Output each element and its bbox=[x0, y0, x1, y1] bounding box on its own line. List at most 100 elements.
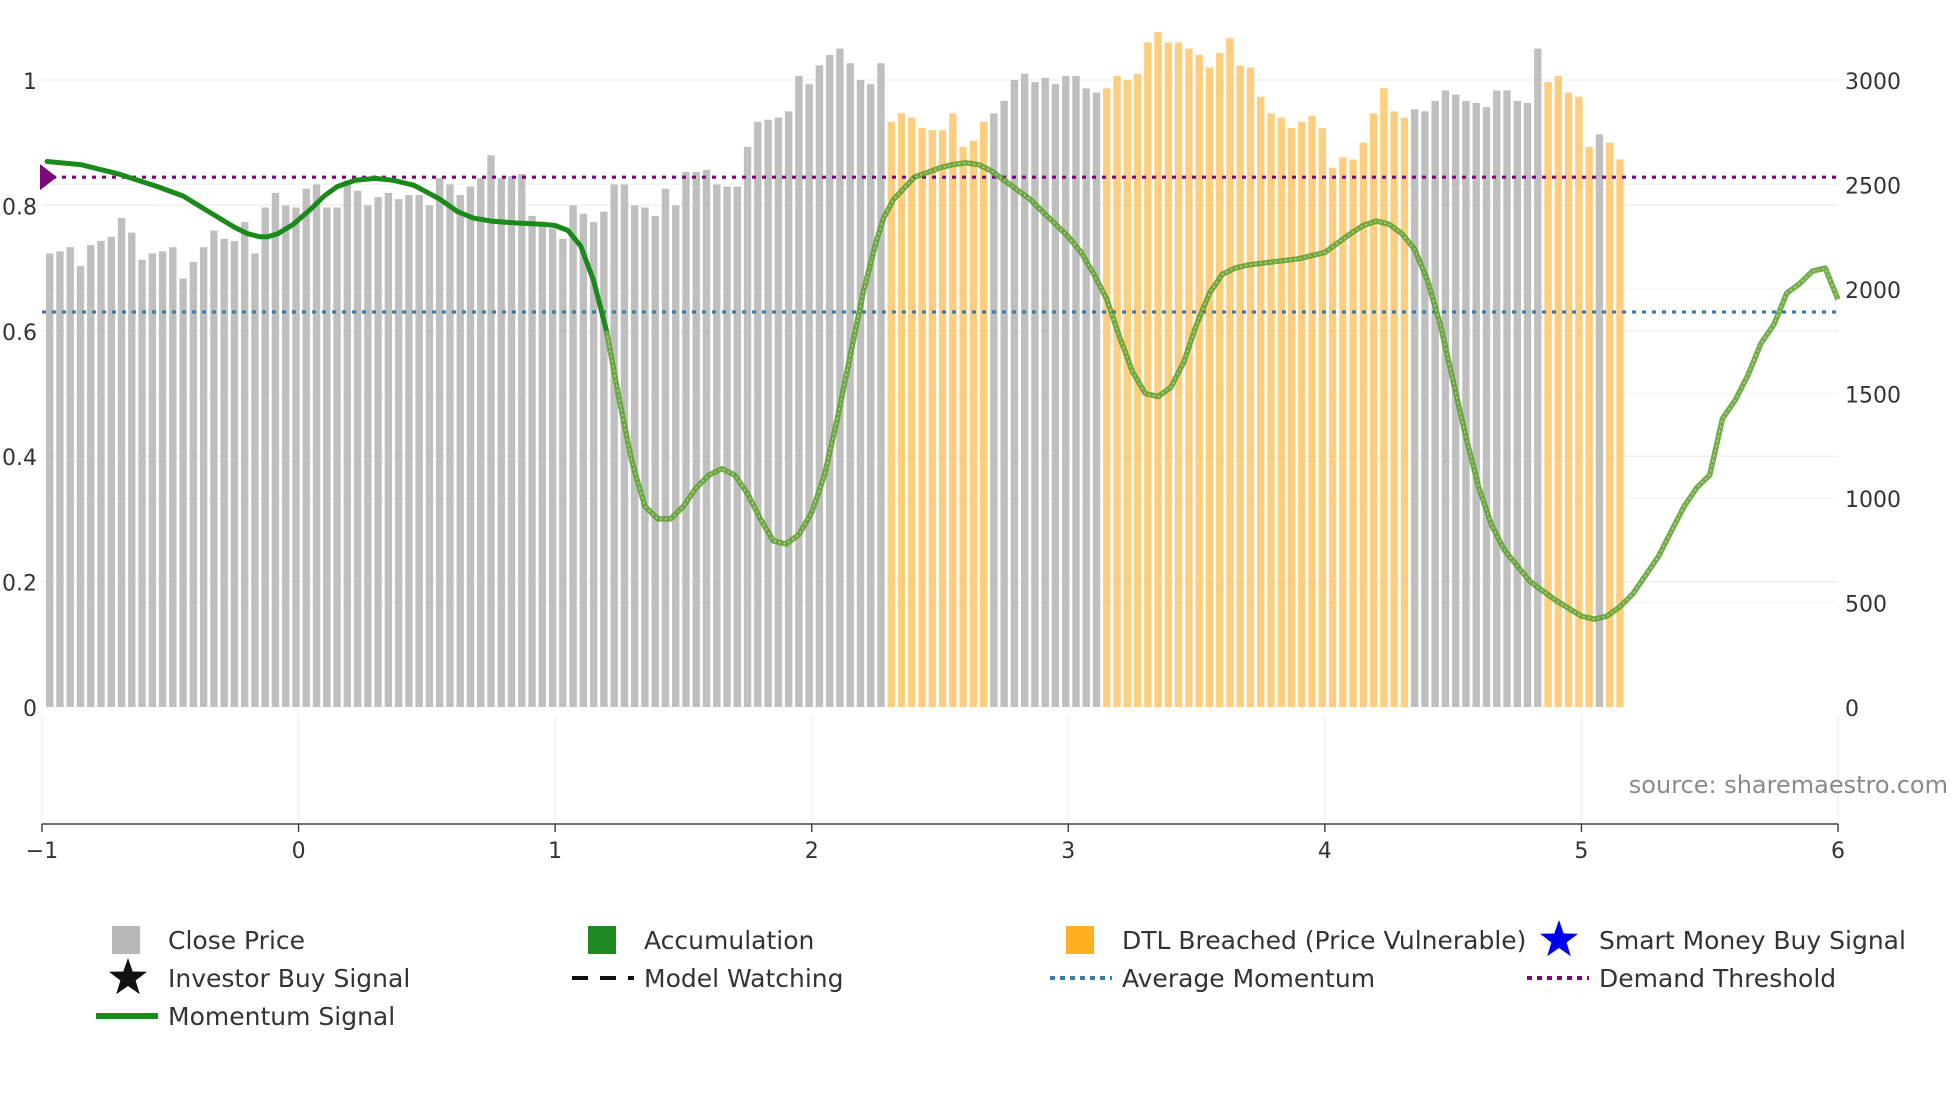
price-bar bbox=[620, 184, 629, 707]
price-bar bbox=[764, 119, 772, 707]
left-tick-label: 0.6 bbox=[2, 321, 37, 346]
price-bar-dtl-breached bbox=[1318, 128, 1326, 707]
price-bar bbox=[261, 207, 269, 708]
price-bar bbox=[1534, 48, 1542, 707]
price-bar bbox=[1482, 107, 1491, 708]
price-bar bbox=[405, 194, 413, 707]
price-bar bbox=[867, 84, 875, 708]
price-bar bbox=[292, 207, 300, 708]
price-bar bbox=[333, 207, 341, 708]
price-bar bbox=[589, 222, 598, 707]
price-bar bbox=[661, 188, 670, 707]
price-bar bbox=[364, 205, 372, 707]
left-tick-label: 0.8 bbox=[2, 195, 37, 220]
price-bar bbox=[446, 184, 454, 707]
price-bar-dtl-breached bbox=[1267, 113, 1275, 707]
price-bar bbox=[148, 253, 157, 707]
price-bar-dtl-breached bbox=[1554, 75, 1563, 707]
price-bar bbox=[1513, 100, 1521, 707]
price-bar bbox=[107, 236, 115, 707]
right-tick-label: 1000 bbox=[1845, 488, 1901, 513]
price-bar bbox=[1072, 75, 1080, 707]
price-bar-dtl-breached bbox=[1195, 54, 1203, 708]
price-bar-dtl-breached bbox=[887, 121, 895, 708]
price-bar bbox=[353, 190, 362, 707]
price-bar bbox=[610, 184, 618, 707]
price-bar bbox=[1523, 102, 1532, 708]
price-bar-dtl-breached bbox=[1123, 80, 1131, 707]
right-tick-label: 2500 bbox=[1845, 175, 1901, 200]
right-tick-label: 1500 bbox=[1845, 384, 1901, 409]
price-bar bbox=[1503, 90, 1511, 707]
price-bar-dtl-breached bbox=[949, 113, 957, 707]
price-bar bbox=[435, 178, 444, 708]
price-bar bbox=[87, 245, 95, 708]
price-bar bbox=[856, 80, 865, 707]
price-bar bbox=[220, 238, 228, 707]
reference-lines bbox=[40, 164, 1838, 314]
price-bar bbox=[600, 211, 608, 708]
price-bar-dtl-breached bbox=[1164, 42, 1173, 707]
left-tick-label: 0.4 bbox=[2, 446, 37, 471]
price-bar bbox=[97, 240, 105, 707]
price-bar bbox=[169, 247, 177, 707]
x-tick-label: 5 bbox=[1574, 839, 1588, 864]
price-bar-dtl-breached bbox=[897, 113, 906, 707]
legend-momentum-signal-label: Momentum Signal bbox=[168, 1002, 395, 1031]
price-bar bbox=[1031, 82, 1039, 708]
momentum-signal-line bbox=[44, 159, 609, 334]
x-tick-label: 2 bbox=[805, 839, 819, 864]
price-bar bbox=[456, 194, 464, 707]
legend-average-momentum-label: Average Momentum bbox=[1122, 964, 1375, 993]
price-bar bbox=[538, 226, 547, 708]
price-bar bbox=[579, 213, 588, 707]
price-bar bbox=[1472, 102, 1480, 708]
price-bar bbox=[1010, 80, 1019, 707]
price-bar bbox=[415, 194, 423, 707]
price-bar-dtl-breached bbox=[1113, 75, 1121, 707]
price-bar bbox=[394, 199, 403, 707]
price-bar bbox=[1493, 90, 1501, 707]
right-tick-label: 2000 bbox=[1845, 279, 1901, 304]
legend-investor-buy-signal-label: Investor Buy Signal bbox=[168, 964, 410, 993]
price-bar-dtl-breached bbox=[1154, 31, 1162, 708]
price-bar-dtl-breached bbox=[1185, 48, 1193, 707]
price-bar bbox=[651, 215, 659, 707]
price-bar bbox=[1082, 88, 1090, 708]
price-bar-dtl-breached bbox=[1144, 42, 1152, 707]
legend-close-price-swatch bbox=[112, 926, 140, 954]
price-bar bbox=[1421, 111, 1429, 708]
price-bar bbox=[743, 146, 752, 707]
price-bar bbox=[497, 178, 505, 708]
x-tick-label: 1 bbox=[548, 839, 562, 864]
price-bar bbox=[836, 48, 844, 707]
axis-layer: −1 0 1 2 3 4 5 6 0 0.2 0.4 0.6 0.8 1 0 500 1000 1500 2000 2… bbox=[2, 70, 1901, 864]
price-bar bbox=[1000, 100, 1008, 707]
price-bar-dtl-breached bbox=[1390, 111, 1398, 708]
right-tick-label: 0 bbox=[1845, 697, 1859, 722]
bars-layer bbox=[46, 31, 1624, 708]
price-bar bbox=[805, 84, 813, 708]
price-bar bbox=[466, 186, 475, 708]
price-bar-dtl-breached bbox=[1246, 67, 1255, 707]
source-label: source: sharemaestro.com bbox=[1629, 771, 1948, 799]
price-bar bbox=[384, 192, 393, 708]
price-bar bbox=[66, 247, 74, 707]
price-bar bbox=[559, 238, 567, 707]
price-bar bbox=[76, 266, 85, 707]
price-bar bbox=[795, 75, 803, 707]
legend-accumulation-label: Accumulation bbox=[644, 926, 814, 955]
price-bar bbox=[713, 184, 721, 707]
price-bar bbox=[518, 174, 526, 708]
price-bar-dtl-breached bbox=[1103, 88, 1111, 708]
price-bar bbox=[46, 253, 54, 707]
legend-dtl-breached-price-vulnerable-swatch bbox=[1066, 926, 1094, 954]
price-bar bbox=[117, 217, 126, 707]
price-bar bbox=[199, 247, 208, 707]
price-bar bbox=[477, 178, 485, 708]
x-tick-label: 3 bbox=[1061, 839, 1075, 864]
legend-model-watching-label: Model Watching bbox=[644, 964, 844, 993]
price-bar bbox=[569, 205, 577, 707]
price-bar-dtl-breached bbox=[969, 140, 978, 708]
